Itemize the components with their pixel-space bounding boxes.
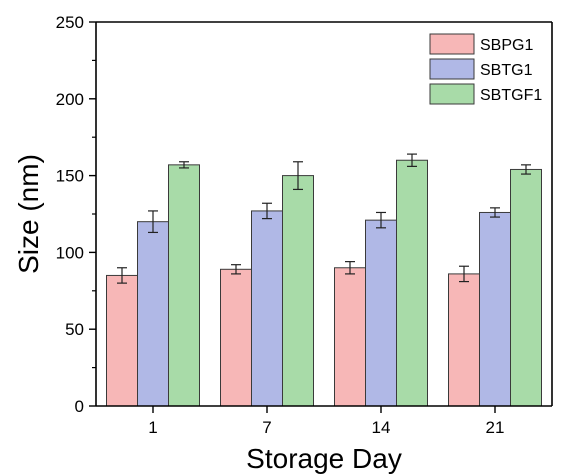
x-tick-label: 1 <box>148 418 157 437</box>
bar-sbpg1-day-14 <box>334 267 366 407</box>
bar-sbtgf1-day-1 <box>168 164 200 407</box>
bar-sbpg1-day-21 <box>448 273 480 407</box>
y-tick-label: 150 <box>56 167 84 186</box>
x-tick-label: 14 <box>372 418 391 437</box>
bar-sbpg1-day-1 <box>106 274 138 407</box>
y-axis-title: Size (nm) <box>13 154 44 274</box>
bar-sbpg1-day-7 <box>220 268 252 407</box>
legend: SBPG1 SBTG1 SBTGF1 <box>429 33 542 105</box>
x-axis-title: Storage Day <box>246 443 402 474</box>
plot-area <box>106 153 542 407</box>
bar-sbtgf1-day-7 <box>282 175 314 407</box>
bar-sbtgf1-day-21 <box>510 168 542 407</box>
x-tick-label: 7 <box>262 418 271 437</box>
bar-sbtg1-day-7 <box>251 210 283 407</box>
bar-sbtgf1-day-14 <box>396 159 428 407</box>
legend-label-sbtgf1: SBTGF1 <box>480 87 542 104</box>
legend-swatch-sbtg1 <box>429 58 475 80</box>
bar-sbtg1-day-1 <box>137 221 169 407</box>
y-tick-label: 0 <box>75 397 84 416</box>
x-tick-label: 21 <box>486 418 505 437</box>
bar-sbtg1-day-14 <box>365 219 397 407</box>
y-tick-label: 250 <box>56 13 84 32</box>
bar-sbtg1-day-21 <box>479 211 511 407</box>
legend-swatch-sbpg1 <box>429 33 475 55</box>
axes: 0 50 100 150 200 250 1 7 14 21 <box>56 13 553 437</box>
legend-swatch-sbtgf1 <box>429 83 475 105</box>
y-tick-label: 200 <box>56 90 84 109</box>
legend-label-sbtg1: SBTG1 <box>480 62 533 79</box>
y-tick-label: 50 <box>65 320 84 339</box>
y-tick-label: 100 <box>56 243 84 262</box>
legend-label-sbpg1: SBPG1 <box>480 37 533 54</box>
